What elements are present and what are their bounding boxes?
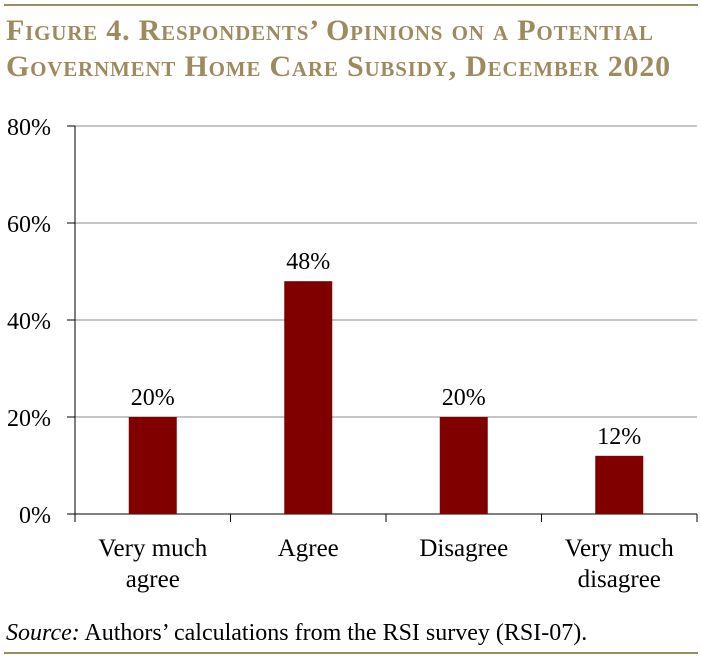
- source-note: Source: Authors’ calculations from the R…: [6, 618, 587, 648]
- category-label-2: Disagree: [419, 535, 508, 562]
- category-label-3-line-1: disagree: [578, 566, 661, 593]
- data-label-0: 20%: [131, 385, 175, 411]
- y-tick-label: 20%: [7, 406, 51, 432]
- source-label: Source:: [6, 620, 80, 646]
- category-label-0-line-1: agree: [126, 566, 180, 593]
- category-label-1: Agree: [278, 535, 339, 562]
- category-label-3-line-0: Very much: [565, 535, 674, 562]
- category-label-0-line-0: Very much: [98, 535, 207, 562]
- figure-title: Figure 4. Respondents’ Opinions on a Pot…: [6, 13, 696, 85]
- data-label-1: 48%: [286, 249, 330, 275]
- figure-title-line-1: Figure 4. Respondents’ Opinions on a Pot…: [6, 14, 654, 47]
- figure-title-line-2: Government Home Care Subsidy, December 2…: [6, 50, 671, 83]
- bar-1: [284, 281, 333, 514]
- bar-0: [128, 417, 177, 514]
- bar-3: [595, 455, 644, 514]
- y-tick-label: 80%: [7, 115, 51, 141]
- y-tick-label: 60%: [7, 212, 51, 238]
- bar-chart: 0% 20% 40% 60% 80% 20% Very much agree 48% Agree 2…: [7, 115, 698, 593]
- source-text: Authors’ calculations from the RSI surve…: [79, 620, 588, 646]
- data-label-3: 12%: [597, 424, 641, 450]
- y-tick-label: 0%: [19, 503, 51, 529]
- data-label-2: 20%: [442, 385, 486, 411]
- bar-2: [439, 417, 488, 514]
- y-tick-label: 40%: [7, 309, 51, 335]
- top-rule: [4, 4, 698, 6]
- bottom-rule: [4, 652, 698, 654]
